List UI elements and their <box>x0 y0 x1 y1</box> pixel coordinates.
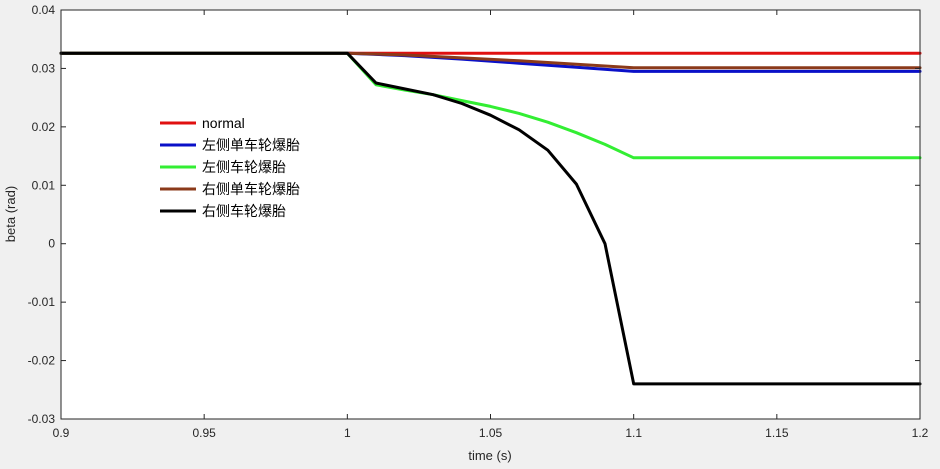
y-tick-label: 0 <box>48 237 55 251</box>
plot-area <box>61 10 920 419</box>
legend-label: normal <box>202 115 245 131</box>
series-line-4 <box>59 51 922 70</box>
series-line-5 <box>59 51 922 386</box>
y-axis: -0.03 -0.02 -0.01 0 0.01 0.02 0.03 0.04 <box>28 3 920 426</box>
y-tick-label: 0.03 <box>32 61 56 75</box>
y-tick-label: 0.04 <box>32 3 56 17</box>
x-tick-label: 1.05 <box>479 426 503 440</box>
y-tick-label: 0.01 <box>32 178 56 192</box>
x-tick-label: 1.15 <box>765 426 789 440</box>
x-tick-label: 1 <box>344 426 351 440</box>
legend-label: 左侧车轮爆胎 <box>202 159 286 175</box>
legend-label: 右侧车轮爆胎 <box>202 203 286 219</box>
series-line-3 <box>59 51 922 160</box>
y-tick-label: -0.01 <box>28 295 56 309</box>
y-axis-label: beta (rad) <box>3 186 18 242</box>
y-tick-label: 0.02 <box>32 120 56 134</box>
legend-label: 左侧单车轮爆胎 <box>202 137 300 153</box>
series-layer <box>59 51 922 386</box>
x-tick-label: 0.9 <box>53 426 70 440</box>
y-tick-label: -0.02 <box>28 354 56 368</box>
x-tick-label: 1.2 <box>912 426 929 440</box>
x-axis: 0.9 0.95 1 1.05 1.1 1.15 1.2 <box>53 10 929 440</box>
legend-label: 右侧单车轮爆胎 <box>202 181 300 197</box>
x-tick-label: 0.95 <box>192 426 216 440</box>
x-axis-label: time (s) <box>468 448 511 463</box>
y-tick-label: -0.03 <box>28 412 56 426</box>
x-tick-label: 1.1 <box>625 426 642 440</box>
